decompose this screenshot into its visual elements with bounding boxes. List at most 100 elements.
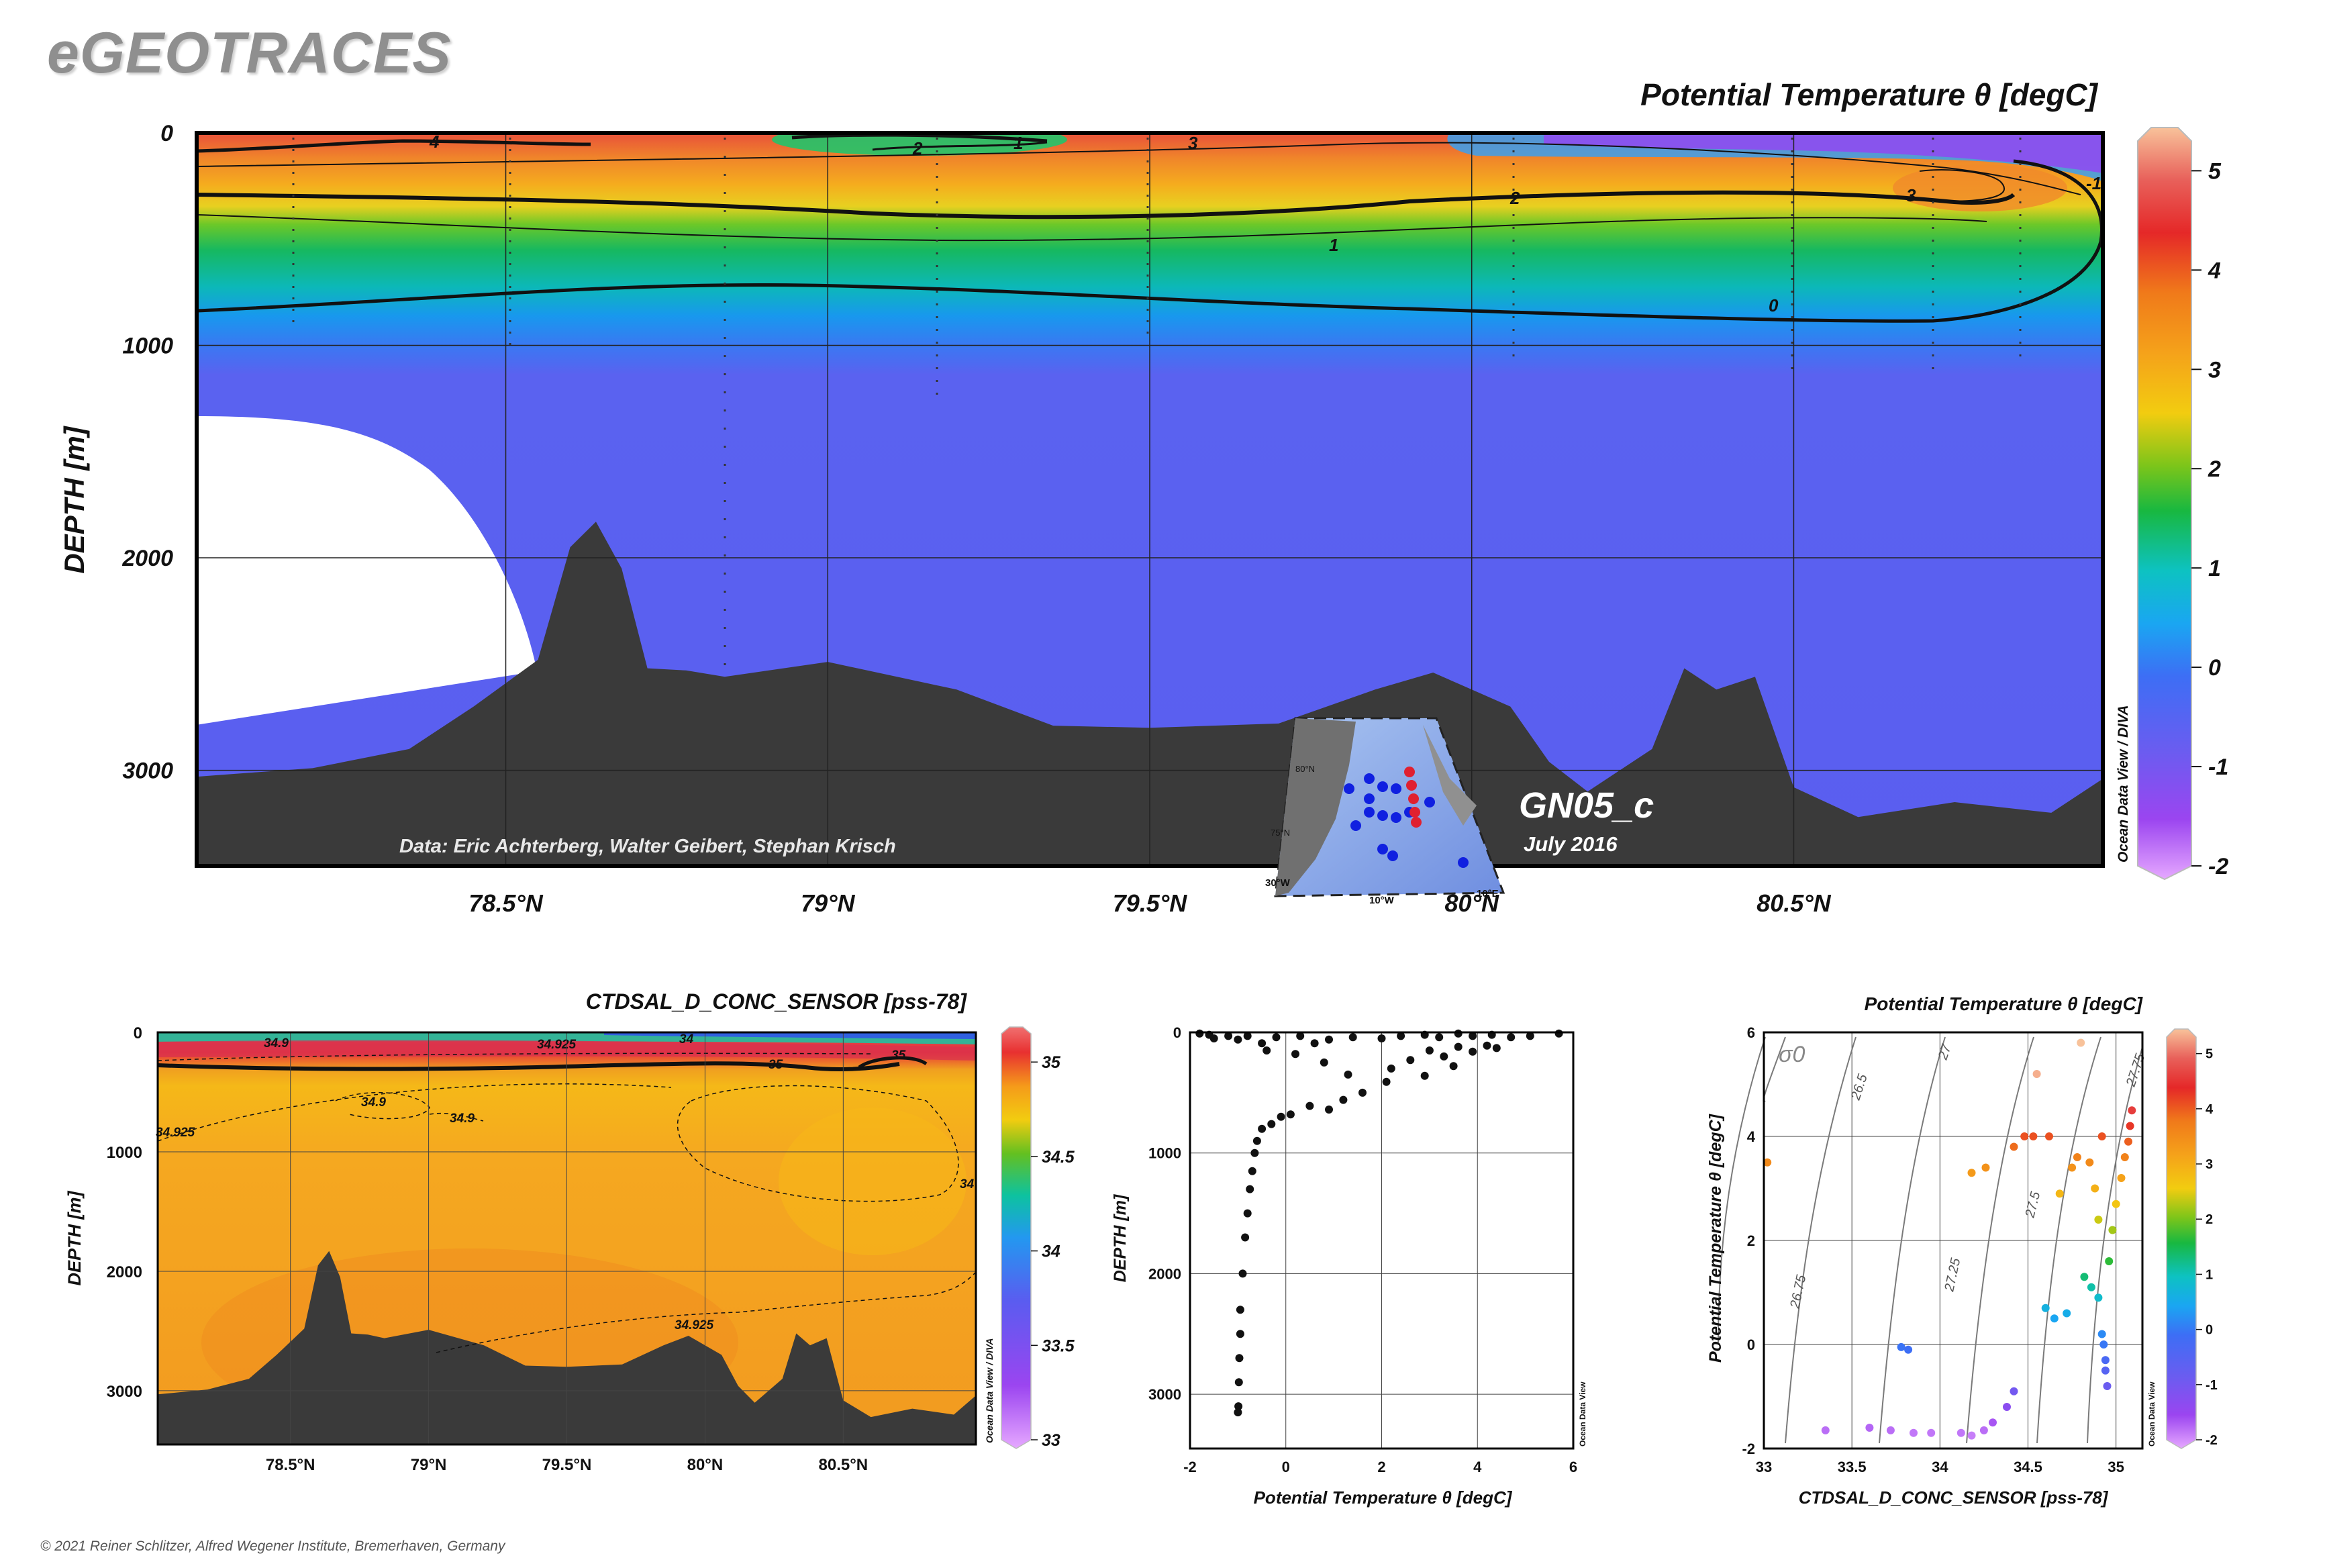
- profile-point: [1348, 1033, 1357, 1042]
- ts-plot: Potential Temperature θ [degC] σ0 26.5 2…: [1706, 993, 2218, 1508]
- ts-y-tick-label: -2: [1742, 1440, 1755, 1457]
- profile-x-axis-label: Potential Temperature θ [degC]: [1254, 1487, 1513, 1508]
- ts-x-tick-label: 33.5: [1838, 1459, 1867, 1475]
- svg-text:27.25: 27.25: [1942, 1257, 1963, 1293]
- profile-points: [1195, 1029, 1563, 1417]
- profile-point: [1224, 1032, 1233, 1040]
- profile-point: [1243, 1209, 1252, 1218]
- ts-sigma-isolines: [1718, 1036, 2143, 1444]
- ts-point: [2120, 1153, 2129, 1161]
- svg-text:34.9: 34.9: [264, 1036, 289, 1050]
- main-colorbar: [2137, 127, 2192, 881]
- ts-x-tick-label: 35: [2108, 1459, 2124, 1475]
- profile-point: [1235, 1354, 1244, 1363]
- main-y-tick-labels: 0 1000 2000 3000: [121, 121, 173, 784]
- svg-text:σ0: σ0: [1779, 1042, 1805, 1067]
- salinity-y-tick-label: 2000: [107, 1263, 142, 1281]
- profile-point: [1286, 1110, 1295, 1119]
- main-section-title: Potential Temperature θ [degC]: [1640, 77, 2098, 112]
- profile-point: [1387, 1064, 1395, 1073]
- ts-point: [2003, 1403, 2011, 1411]
- main-credit: Data: Eric Achterberg, Walter Geibert, S…: [399, 836, 896, 857]
- svg-text:0: 0: [1769, 295, 1779, 315]
- main-colorbar-tick-label: 3: [2208, 357, 2221, 383]
- ts-x-axis-label: CTDSAL_D_CONC_SENSOR [pss-78]: [1799, 1487, 2109, 1508]
- main-y-axis-label: DEPTH [m]: [58, 425, 90, 573]
- profile-point: [1397, 1032, 1405, 1040]
- profile-point: [1526, 1032, 1534, 1040]
- ts-y-axis-label: Potential Temperature θ [degC]: [1706, 1113, 1725, 1363]
- ts-point: [2091, 1184, 2099, 1193]
- ts-point: [1967, 1431, 1976, 1440]
- brand-logo: eGEOTRACES: [47, 21, 452, 85]
- svg-text:34.9: 34.9: [450, 1112, 475, 1126]
- salinity-colorbar-tick-label: 33.5: [1042, 1336, 1075, 1355]
- ts-colorbar-tick-label: -2: [2206, 1433, 2218, 1448]
- ts-point: [2103, 1382, 2112, 1390]
- salinity-x-tick-label: 80.5°N: [819, 1456, 869, 1474]
- profile-y-tick-label: 0: [1173, 1024, 1181, 1041]
- svg-text:4: 4: [429, 132, 440, 152]
- profile-point: [1483, 1041, 1491, 1050]
- main-colorbar-tick-label: -2: [2208, 854, 2228, 879]
- ts-point: [2063, 1309, 2071, 1318]
- svg-text:10°W: 10°W: [1369, 895, 1395, 906]
- ts-point: [1957, 1428, 1965, 1437]
- ts-point: [2080, 1273, 2089, 1281]
- profile-point: [1344, 1070, 1352, 1079]
- profile-point: [1454, 1042, 1463, 1051]
- profile-plot-frame: [1189, 1031, 1575, 1450]
- ts-point: [1979, 1426, 1988, 1434]
- salinity-bathymetry: [158, 1251, 976, 1444]
- main-gridlines: [197, 133, 2103, 866]
- main-colorbar-ticks: 5 4 3 2 1 0 -1 -2: [2191, 158, 2228, 879]
- copyright: © 2021 Reiner Schlitzer, Alfred Wegener …: [40, 1538, 505, 1554]
- main-bathymetry: [197, 522, 2103, 866]
- salinity-x-tick-labels: 78.5°N 79°N 79.5°N 80°N 80.5°N: [266, 1456, 868, 1474]
- profile-point: [1258, 1124, 1267, 1133]
- svg-text:30°W: 30°W: [1265, 877, 1291, 889]
- profile-point: [1406, 1056, 1415, 1065]
- ts-point: [2045, 1132, 2053, 1140]
- salinity-y-tick-label: 3000: [107, 1383, 142, 1401]
- svg-text:3: 3: [1188, 133, 1198, 153]
- profile-point: [1469, 1047, 1477, 1056]
- ts-sigma-labels: σ0 26.5 26.75 27 27.25 27.5 27.75: [1779, 1042, 2148, 1310]
- ts-point: [1981, 1163, 1990, 1172]
- ts-point: [2085, 1158, 2094, 1167]
- ts-point: [2105, 1257, 2114, 1265]
- ts-colorbar-tick-label: 3: [2206, 1157, 2213, 1172]
- main-odv-label: Ocean Data View / DIVA: [2116, 705, 2131, 863]
- station-map-inset: 30°W 10°W 10°E 80°N 75°N: [1265, 717, 1505, 906]
- profile-x-tick-label: 2: [1377, 1459, 1385, 1475]
- svg-text:26.5: 26.5: [1848, 1072, 1871, 1103]
- profile-point: [1234, 1378, 1243, 1387]
- salinity-y-tick-label: 0: [134, 1024, 142, 1042]
- profile-point: [1454, 1029, 1463, 1038]
- ts-point: [2010, 1142, 2018, 1151]
- ts-y-tick-label: 4: [1747, 1128, 1756, 1145]
- profile-point: [1425, 1046, 1434, 1055]
- main-x-tick-labels: 78.5°N 79°N 79.5°N 80°N 80.5°N: [468, 889, 1831, 917]
- svg-text:2: 2: [1509, 188, 1520, 208]
- salinity-x-tick-label: 80°N: [687, 1456, 724, 1474]
- main-y-tick-label: 1000: [122, 334, 173, 359]
- ts-point: [2087, 1283, 2095, 1291]
- ts-point: [2117, 1174, 2126, 1182]
- ts-point: [2097, 1330, 2106, 1338]
- profile-point: [1449, 1062, 1458, 1071]
- main-colorbar-tick-label: 1: [2208, 556, 2221, 581]
- profile-point: [1258, 1039, 1267, 1048]
- profile-point: [1252, 1136, 1261, 1145]
- ts-point: [2010, 1387, 2018, 1395]
- salinity-colorbar-ticks: 35 34.5 34 33.5 33: [1031, 1053, 1075, 1450]
- main-colorbar-tick-label: 2: [2208, 456, 2221, 482]
- salinity-x-tick-label: 79.5°N: [542, 1456, 592, 1474]
- svg-text:34.925: 34.925: [675, 1318, 714, 1332]
- main-x-tick-label: 78.5°N: [468, 889, 543, 917]
- main-x-tick-label: 79°N: [801, 889, 855, 917]
- ts-point: [2108, 1226, 2117, 1234]
- salinity-colorbar-tick-label: 33: [1042, 1431, 1060, 1450]
- profile-point: [1236, 1306, 1244, 1314]
- ts-point: [1865, 1424, 1874, 1432]
